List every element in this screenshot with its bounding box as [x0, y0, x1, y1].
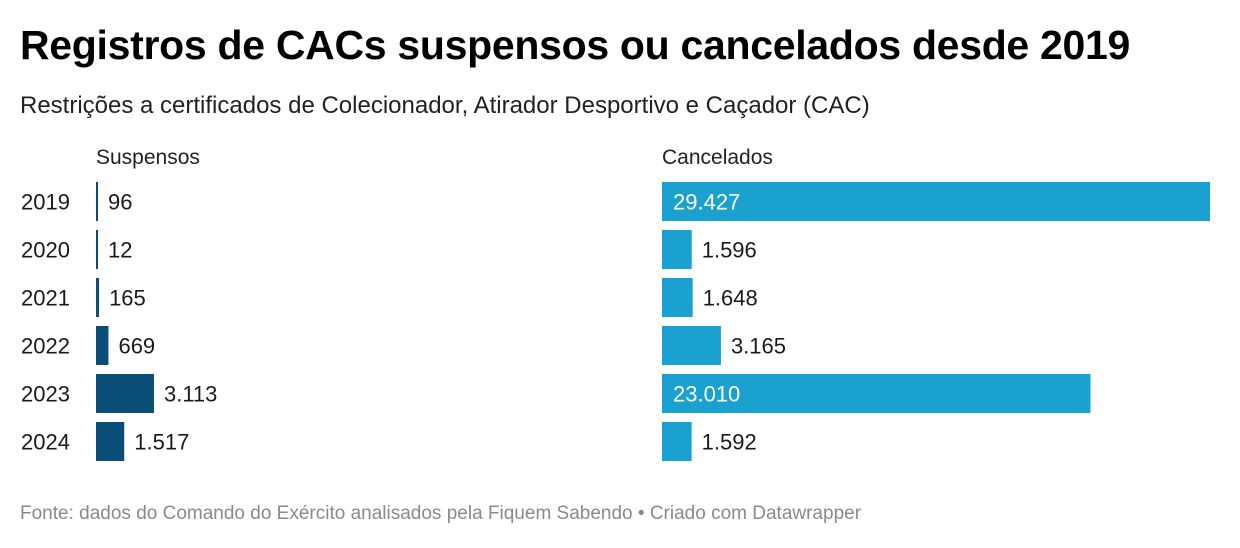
- chart-title: Registros de CACs suspensos ou cancelado…: [20, 22, 1131, 68]
- value-label-suspensos-2020: 12: [108, 238, 132, 263]
- bar-cancelados-2022: [662, 326, 721, 365]
- chart-subtitle: Restrições a certificados de Colecionado…: [20, 92, 870, 119]
- bar-suspensos-2024: [96, 422, 125, 461]
- bar-cancelados-2021: [662, 278, 693, 317]
- bar-suspensos-2021: [96, 278, 100, 317]
- value-label-suspensos-2021: 165: [109, 286, 146, 311]
- year-label-2022: 2022: [21, 334, 70, 359]
- bar-cancelados-2024: [662, 422, 692, 461]
- value-label-suspensos-2019: 96: [108, 190, 132, 215]
- bar-suspensos-2022: [96, 326, 109, 365]
- source-footer: Fonte: dados do Comando do Exército anal…: [20, 503, 862, 524]
- year-label-2024: 2024: [21, 430, 70, 455]
- value-label-cancelados-2024: 1.592: [702, 430, 757, 455]
- year-label-2023: 2023: [21, 382, 70, 407]
- value-label-cancelados-2022: 3.165: [731, 334, 786, 359]
- bar-cancelados-2023: [662, 374, 1091, 413]
- column-header-cancelados: Cancelados: [662, 146, 773, 169]
- bar-suspensos-2023: [96, 374, 154, 413]
- bar-cancelados-2019: [662, 182, 1210, 221]
- value-label-cancelados-2021: 1.648: [703, 286, 758, 311]
- year-label-2020: 2020: [21, 238, 70, 263]
- year-label-2019: 2019: [21, 190, 70, 215]
- column-header-suspensos: Suspensos: [96, 146, 200, 169]
- bar-cancelados-2020: [662, 230, 692, 269]
- value-label-suspensos-2024: 1.517: [134, 430, 189, 455]
- year-label-2021: 2021: [21, 286, 70, 311]
- value-label-cancelados-2020: 1.596: [702, 238, 757, 263]
- value-label-suspensos-2023: 3.113: [164, 382, 217, 407]
- bar-suspensos-2019: [96, 182, 98, 221]
- value-label-cancelados-2023: 23.010: [673, 382, 740, 407]
- value-label-cancelados-2019: 29.427: [673, 190, 740, 215]
- value-label-suspensos-2022: 669: [118, 334, 155, 359]
- bar-suspensos-2020: [96, 230, 98, 269]
